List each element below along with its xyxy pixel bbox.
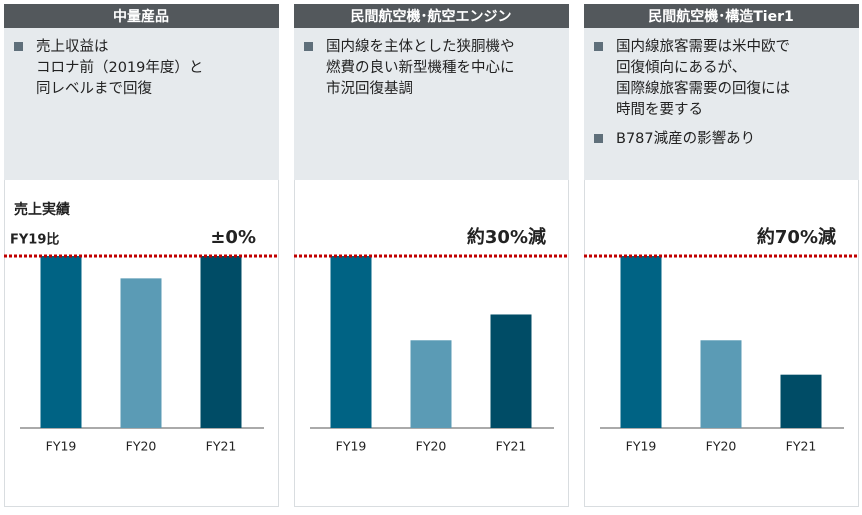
panel-header xyxy=(584,4,859,28)
note-text: 売上収益は xyxy=(36,38,109,55)
panel-header xyxy=(294,4,569,28)
bar xyxy=(120,278,162,428)
note-text: 国内線を主体とした狭胴機や xyxy=(326,38,515,55)
x-tick-label: FY19 xyxy=(336,439,367,454)
note-text: 同レベルまで回復 xyxy=(36,80,152,97)
bullet xyxy=(14,42,23,51)
notes-area xyxy=(4,28,279,180)
note-text: 時間を要する xyxy=(616,101,703,118)
note-text: B787減産の影響あり xyxy=(616,129,755,147)
x-tick-label: FY21 xyxy=(206,439,237,454)
note-text: 国際線旅客需要の回復には xyxy=(616,80,790,97)
bar xyxy=(410,340,452,428)
bar xyxy=(330,256,372,428)
x-tick-label: FY21 xyxy=(786,439,817,454)
x-tick-label: FY20 xyxy=(416,439,447,454)
annotation: 約30%減 xyxy=(467,226,546,248)
note-text: コロナ前（2019年度）と xyxy=(36,59,203,76)
bar xyxy=(200,256,242,428)
x-tick-label: FY20 xyxy=(706,439,737,454)
note-text: 市況回復基調 xyxy=(326,80,413,97)
panel-title: 民間航空機･航空エンジン xyxy=(351,8,512,25)
bar xyxy=(780,374,822,428)
x-tick-label: FY21 xyxy=(496,439,527,454)
annotation: 約70%減 xyxy=(757,226,836,248)
note-text: 国内線旅客需要は米中欧で xyxy=(616,38,790,55)
bar xyxy=(700,340,742,428)
bullet xyxy=(594,134,603,143)
x-tick-label: FY19 xyxy=(626,439,657,454)
note-text: 回復傾向にあるが、 xyxy=(616,59,746,76)
annotation: ±0% xyxy=(210,227,256,248)
notes-area xyxy=(584,28,859,180)
bar xyxy=(40,256,82,428)
x-tick-label: FY20 xyxy=(126,439,157,454)
notes-area xyxy=(294,28,569,180)
bar xyxy=(490,314,532,428)
chart-label: 売上実績 xyxy=(14,201,70,218)
bar xyxy=(620,256,662,428)
x-tick-label: FY19 xyxy=(46,439,77,454)
bullet xyxy=(304,42,313,51)
bullet xyxy=(594,42,603,51)
note-text: 燃費の良い新型機種を中心に xyxy=(326,58,515,76)
panel-header xyxy=(4,4,279,28)
baseline-label: FY19比 xyxy=(10,232,59,248)
panel-title: 民間航空機･構造Tier1 xyxy=(648,8,794,25)
panel-title: 中量産品 xyxy=(113,8,169,25)
